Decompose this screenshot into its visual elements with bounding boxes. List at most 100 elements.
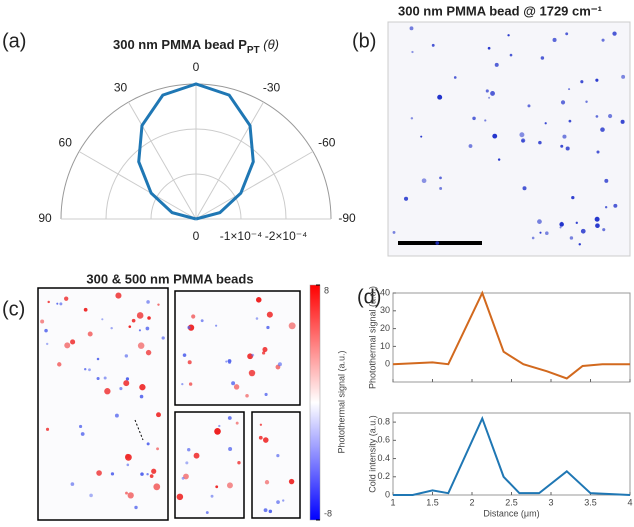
title-sub: PT: [247, 45, 260, 56]
bead: [70, 339, 76, 345]
bead: [497, 158, 501, 161]
bead: [110, 326, 113, 330]
bead: [215, 324, 218, 327]
bead: [83, 307, 88, 312]
bead: [519, 132, 525, 138]
bead: [539, 231, 542, 234]
bead: [468, 144, 473, 148]
bead: [233, 384, 240, 390]
bead: [245, 394, 249, 398]
title-part: (θ): [260, 37, 279, 52]
bead: [575, 221, 578, 224]
bead: [235, 421, 239, 425]
bead: [509, 53, 513, 57]
bead: [134, 505, 138, 510]
bead: [187, 448, 191, 452]
bead: [420, 135, 423, 138]
x-tick-label: 2.5: [505, 497, 518, 507]
bead: [181, 382, 184, 386]
image-title: 300 & 500 nm PMMA beads: [86, 271, 253, 286]
bead: [183, 473, 189, 480]
panel-label: (d): [357, 286, 381, 308]
bead: [187, 325, 191, 330]
bead: [522, 186, 527, 191]
bead: [409, 26, 414, 31]
theta-tick-label: 60: [59, 136, 73, 150]
bead: [255, 297, 262, 303]
bead: [157, 303, 160, 306]
bead: [47, 300, 50, 304]
grid-spoke: [195, 151, 314, 220]
bead: [472, 116, 476, 121]
bead: [410, 117, 414, 120]
x-tick-label: 4: [627, 497, 632, 507]
grid-spoke: [128, 101, 197, 220]
bead: [44, 328, 48, 333]
polar-curve: [137, 82, 255, 221]
bead: [453, 76, 457, 79]
bead: [521, 138, 526, 143]
bead: [565, 146, 570, 151]
bead: [110, 472, 115, 476]
bead: [560, 100, 566, 105]
plot-frame: [392, 412, 631, 496]
bead: [70, 482, 75, 486]
theta-tick-label: -60: [318, 136, 336, 150]
bead: [259, 423, 263, 426]
bead: [248, 369, 256, 377]
line-profile: [134, 419, 144, 441]
bead: [268, 509, 273, 514]
bead: [187, 360, 192, 365]
bead: [64, 296, 69, 301]
bead: [552, 37, 557, 42]
image-c-inset: [251, 411, 301, 519]
bead: [127, 492, 134, 499]
bead: [262, 351, 266, 355]
r-tick-label: -1×10⁻⁴: [220, 229, 263, 243]
bead: [559, 222, 564, 227]
bead: [57, 362, 62, 367]
x-tick-label: 3.5: [584, 497, 597, 507]
y-tick-label: 40: [380, 287, 390, 297]
bead: [545, 231, 549, 235]
bead: [537, 219, 542, 225]
bead: [559, 226, 562, 229]
bead: [560, 144, 564, 148]
bead: [231, 381, 236, 386]
bead: [101, 318, 104, 321]
bead: [621, 74, 626, 79]
y-tick-label: 0.8: [377, 416, 390, 426]
bead: [594, 216, 600, 222]
bead: [262, 347, 268, 353]
bead: [146, 300, 150, 304]
bead: [114, 413, 119, 418]
bead: [149, 474, 154, 478]
bead: [156, 447, 160, 451]
bead: [139, 384, 146, 391]
y-tick-label: 20: [380, 323, 390, 333]
bead: [277, 362, 282, 367]
bead: [227, 359, 232, 363]
bead: [255, 317, 259, 320]
y-tick-label: 0.6: [377, 435, 390, 445]
bead: [487, 46, 491, 50]
bead: [608, 114, 613, 119]
data-line: [392, 290, 630, 380]
bead: [266, 311, 273, 318]
colorbar-tick-label: 8: [324, 285, 329, 295]
bead: [226, 482, 233, 489]
x-tick-label: 3: [548, 497, 553, 507]
bead: [96, 357, 100, 361]
bead: [123, 380, 130, 387]
bead: [262, 437, 269, 443]
bead: [182, 353, 187, 357]
bead: [571, 195, 575, 200]
bead: [84, 367, 87, 371]
image-b: [387, 21, 631, 257]
panel-label: (b): [352, 30, 376, 52]
y-axis-label: Photothermal signal (a.u.): [367, 286, 377, 389]
bead: [568, 88, 571, 91]
bead: [276, 500, 280, 504]
